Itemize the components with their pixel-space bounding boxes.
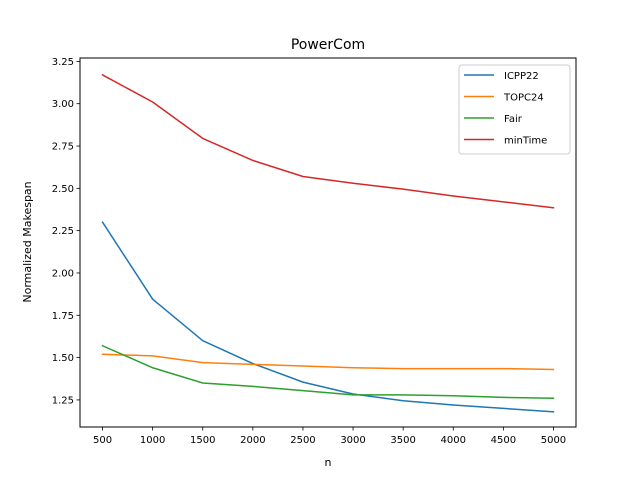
plot-frame — [79, 57, 577, 428]
y-axis-ticks: 1.25 1.50 1.75 2.00 2.25 2.50 2.75 3.00 3.25 — [52, 57, 80, 406]
x-axis-ticks: 500 1000 1500 2000 2500 3000 3500 4000 4500 5000 — [93, 427, 566, 446]
x-tick-label: 3000 — [340, 435, 365, 446]
x-tick-label: 3500 — [390, 435, 415, 446]
series-line-topc24 — [101, 353, 555, 371]
chart-title: PowerCom — [291, 37, 365, 53]
legend-label-topc24: TOPC24 — [503, 93, 544, 104]
series-line-fair — [101, 344, 555, 399]
y-tick-label: 2.50 — [52, 184, 74, 195]
series-line-mintime — [101, 73, 555, 209]
x-tick-label: 2000 — [240, 435, 265, 446]
y-tick-label: 1.25 — [52, 395, 74, 406]
y-tick-label: 3.00 — [52, 99, 74, 110]
legend-label-mintime: minTime — [504, 136, 547, 147]
x-tick-label: 5000 — [541, 435, 566, 446]
x-tick-label: 1500 — [190, 435, 215, 446]
x-tick-label: 2500 — [290, 435, 315, 446]
y-tick-label: 2.25 — [52, 226, 74, 237]
y-tick-label: 3.25 — [52, 57, 74, 68]
plot-lines — [101, 73, 555, 413]
y-tick-label: 2.75 — [52, 142, 74, 153]
x-tick-label: 500 — [93, 435, 112, 446]
x-tick-label: 4000 — [441, 435, 466, 446]
x-axis-label: n — [325, 456, 332, 469]
legend-box — [458, 64, 571, 155]
y-tick-label: 1.50 — [52, 353, 74, 364]
y-tick-label: 2.00 — [52, 268, 74, 279]
legend-label-icpp22: ICPP22 — [504, 71, 539, 82]
legend: ICPP22 TOPC24 Fair minTime — [458, 64, 571, 155]
y-axis-label: Normalized Makespan — [21, 181, 34, 302]
x-tick-label: 4500 — [491, 435, 516, 446]
series-line-icpp22 — [101, 221, 555, 413]
x-tick-label: 1000 — [140, 435, 165, 446]
legend-label-fair: Fair — [504, 114, 523, 125]
y-tick-label: 1.75 — [52, 311, 74, 322]
